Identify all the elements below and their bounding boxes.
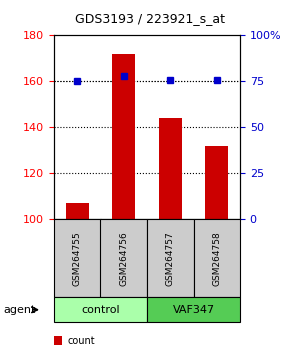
- Bar: [66, 203, 89, 219]
- Text: GDS3193 / 223921_s_at: GDS3193 / 223921_s_at: [75, 12, 225, 25]
- Text: GSM264755: GSM264755: [73, 231, 82, 286]
- Text: GSM264756: GSM264756: [119, 231, 128, 286]
- Bar: [159, 118, 182, 219]
- Text: GSM264758: GSM264758: [212, 231, 221, 286]
- Text: agent: agent: [3, 305, 35, 315]
- Text: control: control: [81, 305, 120, 315]
- Bar: [112, 54, 135, 219]
- Bar: [205, 146, 228, 219]
- Text: VAF347: VAF347: [172, 305, 214, 315]
- Text: count: count: [68, 336, 95, 346]
- Text: GSM264757: GSM264757: [166, 231, 175, 286]
